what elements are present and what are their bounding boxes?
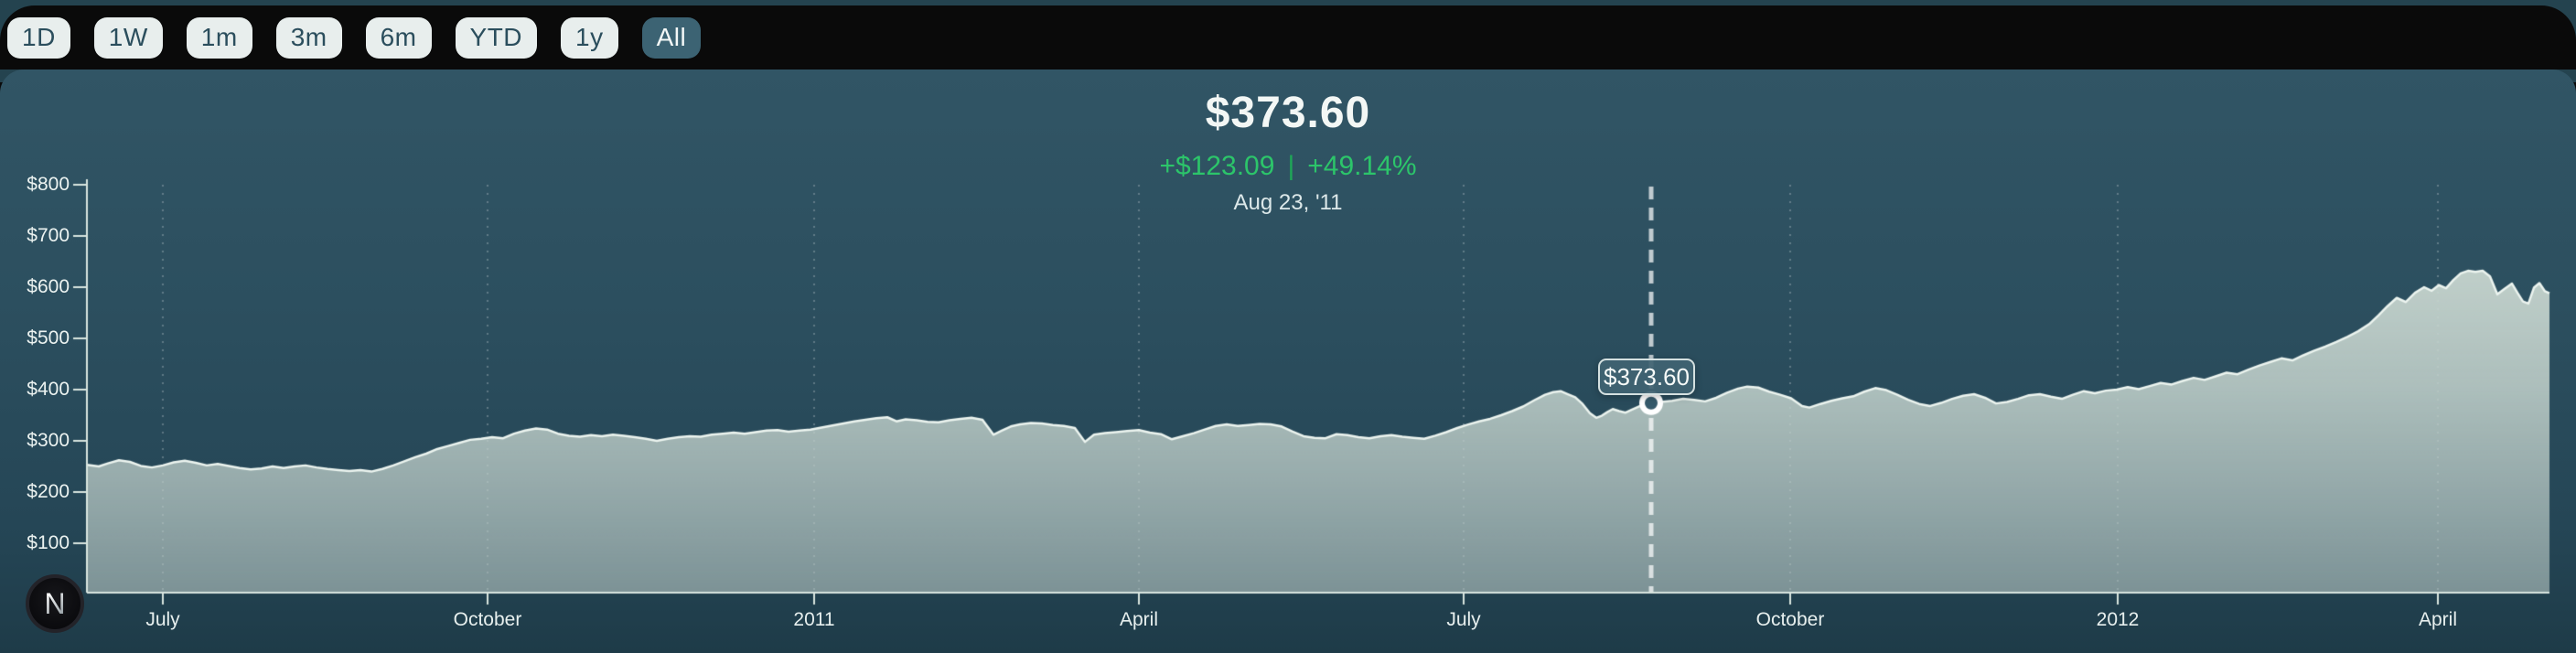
x-axis-label-6-2012: 2012 [2096,609,2140,630]
cursor-price-tooltip: $373.60 [1598,359,1695,395]
y-axis-label-600: $600 [27,276,70,297]
x-axis-label-7-april: April [2418,609,2457,630]
x-axis-label-1-october: October [453,609,522,630]
brand-logo[interactable]: N [26,574,84,633]
y-axis-label-400: $400 [27,379,70,400]
x-axis-label-3-april: April [1119,609,1158,630]
y-axis-label-300: $300 [27,430,70,451]
y-axis-label-500: $500 [27,327,70,348]
y-axis-label-200: $200 [27,481,70,502]
x-axis-label-5-october: October [1755,609,1825,630]
y-axis-label-800: $800 [27,174,70,195]
x-axis-label-2-2011: 2011 [793,609,835,630]
y-axis-label-100: $100 [27,532,70,553]
brand-logo-letter: N [44,586,66,620]
x-axis-label-0-july: July [145,609,180,630]
x-axis-label-4-july: July [1446,609,1481,630]
y-axis-label-700: $700 [27,225,70,246]
